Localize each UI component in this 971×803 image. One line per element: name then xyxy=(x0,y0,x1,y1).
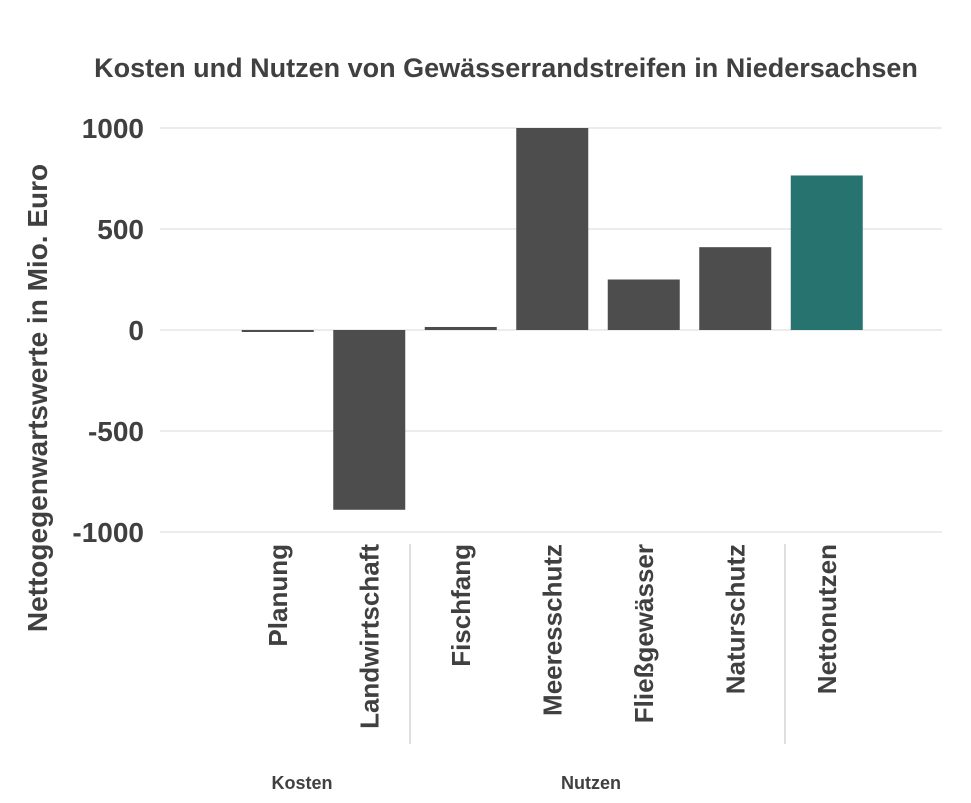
x-tick-label: Fließgewässer xyxy=(629,544,659,723)
bar xyxy=(333,330,406,510)
y-axis-label: Nettogegenwartswerte in Mio. Euro xyxy=(22,164,53,632)
x-tick-label: Fischfang xyxy=(446,544,476,667)
x-tick-label: Nettonutzen xyxy=(812,544,842,694)
bar xyxy=(607,279,680,330)
y-tick-label: 1000 xyxy=(82,113,144,144)
bars xyxy=(241,128,863,510)
group-labels: Kosten Nutzen xyxy=(271,773,621,793)
group-label: Kosten xyxy=(271,773,332,793)
x-tick-label: Planung xyxy=(263,544,293,647)
y-axis-ticks: 1000 500 0 -500 -1000 xyxy=(72,113,144,548)
y-tick-label: 0 xyxy=(128,315,144,346)
chart-title: Kosten und Nutzen von Gewässerrandstreif… xyxy=(94,53,918,83)
bar xyxy=(699,247,772,330)
y-tick-label: -500 xyxy=(88,416,144,447)
bar xyxy=(424,326,497,330)
bar xyxy=(790,175,863,330)
x-tick-label: Naturschutz xyxy=(720,544,750,694)
y-tick-label: 500 xyxy=(97,214,144,245)
group-separators xyxy=(409,544,786,744)
x-tick-label: Landwirtschaft xyxy=(354,544,384,729)
x-axis-ticks: Planung Landwirtschaft Fischfang Meeresschu… xyxy=(263,544,842,729)
bar xyxy=(241,330,314,332)
x-tick-label: Meeresschutz xyxy=(537,544,567,716)
bar xyxy=(516,128,589,330)
y-tick-label: -1000 xyxy=(72,517,144,548)
group-label: Nutzen xyxy=(561,773,621,793)
